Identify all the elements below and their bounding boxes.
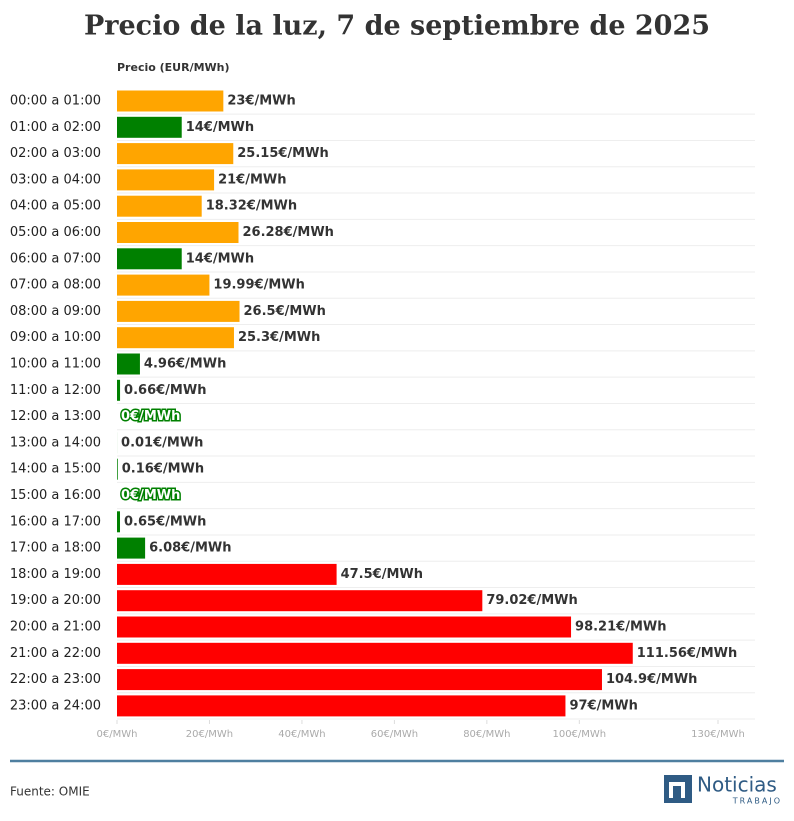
value-label: 97€/MWh (569, 698, 637, 713)
x-tick-label: 0€/MWh (97, 729, 138, 740)
y-tick-label: 05:00 a 06:00 (10, 225, 101, 240)
y-tick-label: 09:00 a 10:00 (10, 330, 101, 345)
y-tick-label: 23:00 a 24:00 (10, 698, 101, 713)
y-tick-label: 13:00 a 14:00 (10, 435, 101, 450)
y-tick-label: 07:00 a 08:00 (10, 278, 101, 293)
logo-sub: TRABAJO (732, 797, 782, 806)
value-label: 25.15€/MWh (237, 146, 328, 161)
value-label: 26.5€/MWh (244, 304, 326, 319)
bar (117, 248, 182, 270)
y-tick-label: 18:00 a 19:00 (10, 567, 101, 582)
y-tick-label: 15:00 a 16:00 (10, 488, 101, 503)
bar (117, 353, 140, 375)
bar (117, 379, 121, 401)
x-tick-label: 20€/MWh (186, 729, 233, 740)
bar (117, 695, 566, 717)
y-tick-label: 04:00 a 05:00 (10, 199, 101, 214)
y-tick-label: 14:00 a 15:00 (10, 462, 101, 477)
x-tick-label: 100€/MWh (552, 729, 606, 740)
y-tick-label: 16:00 a 17:00 (10, 514, 101, 529)
logo-icon (664, 775, 692, 803)
bar (117, 642, 633, 664)
bar (117, 143, 234, 165)
value-label: 19.99€/MWh (213, 278, 304, 293)
bar (117, 511, 121, 533)
y-tick-label: 08:00 a 09:00 (10, 304, 101, 319)
y-tick-label: 12:00 a 13:00 (10, 409, 101, 424)
value-label: 98.21€/MWh (575, 620, 666, 635)
bar (117, 458, 118, 480)
x-tick-label: 80€/MWh (463, 729, 510, 740)
x-tick-label: 40€/MWh (278, 729, 325, 740)
logo-name: Noticias (697, 773, 777, 797)
source: Fuente: OMIE (10, 785, 90, 799)
y-tick-label: 17:00 a 18:00 (10, 541, 101, 556)
value-label: 4.96€/MWh (144, 357, 226, 372)
axis-title: Precio (EUR/MWh) (117, 61, 230, 74)
value-label: 18.32€/MWh (206, 199, 297, 214)
bar (117, 300, 240, 322)
logo-mark (669, 782, 685, 798)
y-tick-label: 02:00 a 03:00 (10, 146, 101, 161)
bar (117, 274, 210, 296)
y-tick-label: 00:00 a 01:00 (10, 94, 101, 109)
value-label: 0€/MWh (121, 409, 180, 424)
x-tick-label: 60€/MWh (371, 729, 418, 740)
value-label: 111.56€/MWh (637, 646, 738, 661)
bar (117, 616, 572, 638)
y-tick-label: 21:00 a 22:00 (10, 646, 101, 661)
y-tick-label: 11:00 a 12:00 (10, 383, 101, 398)
value-label: 0€/MWh (121, 488, 180, 503)
value-label: 0.16€/MWh (122, 462, 204, 477)
chart-title: Precio de la luz, 7 de septiembre de 202… (84, 11, 710, 42)
bar (117, 669, 602, 691)
y-tick-label: 19:00 a 20:00 (10, 593, 101, 608)
value-label: 23€/MWh (227, 94, 295, 109)
bar (117, 116, 182, 138)
value-label: 47.5€/MWh (341, 567, 423, 582)
y-tick-label: 22:00 a 23:00 (10, 672, 101, 687)
bar (117, 90, 224, 112)
bar (117, 537, 146, 559)
bar (117, 563, 337, 585)
value-label: 26.28€/MWh (242, 225, 333, 240)
value-label: 0.01€/MWh (121, 435, 203, 450)
value-label: 0.66€/MWh (124, 383, 206, 398)
y-tick-label: 20:00 a 21:00 (10, 620, 101, 635)
y-tick-label: 10:00 a 11:00 (10, 357, 101, 372)
y-tick-label: 01:00 a 02:00 (10, 120, 101, 135)
y-tick-label: 03:00 a 04:00 (10, 172, 101, 187)
value-label: 14€/MWh (186, 251, 254, 266)
bar (117, 195, 202, 217)
value-label: 14€/MWh (186, 120, 254, 135)
bar (117, 169, 215, 191)
bar (117, 327, 234, 349)
value-label: 6.08€/MWh (149, 541, 231, 556)
x-tick-label: 130€/MWh (691, 729, 745, 740)
value-label: 104.9€/MWh (606, 672, 697, 687)
bar (117, 222, 239, 243)
value-label: 79.02€/MWh (486, 593, 577, 608)
value-label: 21€/MWh (218, 172, 286, 187)
value-label: 0.65€/MWh (124, 514, 206, 529)
value-label: 25.3€/MWh (238, 330, 320, 345)
y-tick-label: 06:00 a 07:00 (10, 251, 101, 266)
bar (117, 590, 483, 612)
